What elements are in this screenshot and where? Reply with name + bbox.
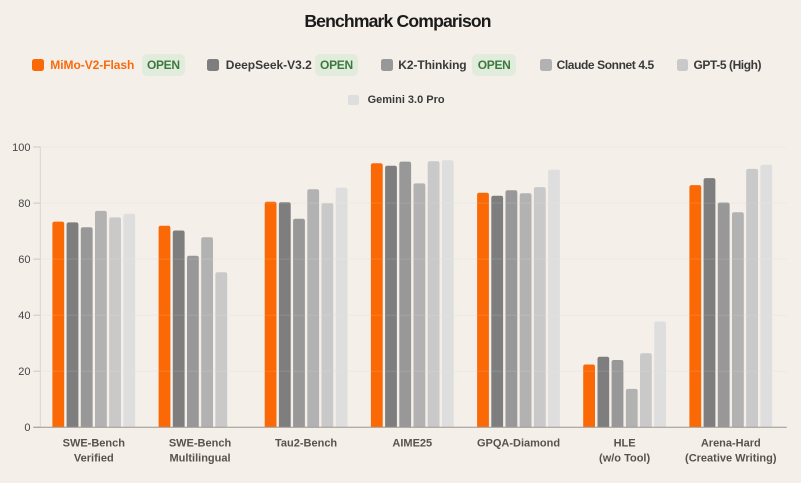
svg-text:60: 60 bbox=[18, 254, 30, 266]
svg-text:SWE-Bench: SWE-Bench bbox=[63, 438, 126, 450]
svg-text:AIME25: AIME25 bbox=[392, 438, 432, 450]
svg-text:(w/o Tool): (w/o Tool) bbox=[599, 453, 650, 465]
svg-text:(Creative Writing): (Creative Writing) bbox=[685, 453, 777, 465]
svg-text:40: 40 bbox=[18, 310, 30, 322]
svg-text:SWE-Bench: SWE-Bench bbox=[169, 438, 232, 450]
svg-text:GPQA-Diamond: GPQA-Diamond bbox=[477, 438, 560, 450]
svg-text:Tau2-Bench: Tau2-Bench bbox=[275, 438, 337, 450]
svg-text:HLE: HLE bbox=[614, 438, 636, 450]
svg-text:Arena-Hard: Arena-Hard bbox=[701, 438, 761, 450]
svg-text:80: 80 bbox=[18, 198, 30, 210]
svg-text:20: 20 bbox=[18, 366, 30, 378]
svg-text:Multilingual: Multilingual bbox=[169, 453, 230, 465]
svg-text:100: 100 bbox=[12, 142, 30, 154]
svg-text:Verified: Verified bbox=[74, 453, 114, 465]
svg-text:0: 0 bbox=[24, 422, 30, 434]
